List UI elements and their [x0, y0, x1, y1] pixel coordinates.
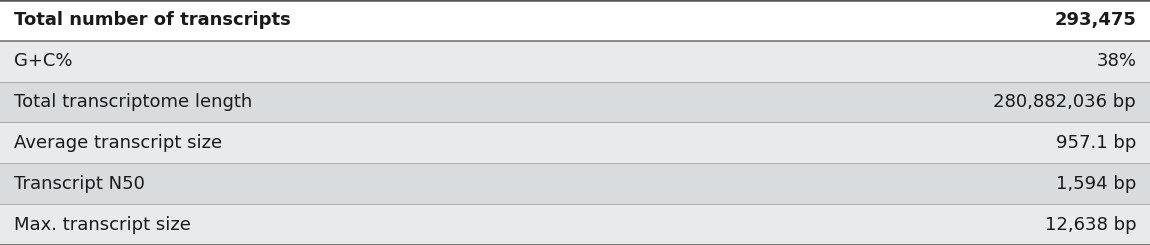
Text: 38%: 38%: [1096, 52, 1136, 70]
Text: 12,638 bp: 12,638 bp: [1044, 216, 1136, 233]
Text: Max. transcript size: Max. transcript size: [14, 216, 191, 233]
Text: Total number of transcripts: Total number of transcripts: [14, 12, 291, 29]
Text: Transcript N50: Transcript N50: [14, 175, 145, 193]
Text: Total transcriptome length: Total transcriptome length: [14, 93, 252, 111]
Text: 280,882,036 bp: 280,882,036 bp: [994, 93, 1136, 111]
Text: 957.1 bp: 957.1 bp: [1056, 134, 1136, 152]
Text: G+C%: G+C%: [14, 52, 72, 70]
Text: 293,475: 293,475: [1055, 12, 1136, 29]
Bar: [0, 0, 1150, 41]
Text: 1,594 bp: 1,594 bp: [1056, 175, 1136, 193]
Text: Average transcript size: Average transcript size: [14, 134, 222, 152]
Bar: [0, 163, 1150, 204]
Bar: [0, 122, 1150, 163]
Bar: [0, 204, 1150, 245]
Bar: [0, 41, 1150, 82]
Bar: [0, 82, 1150, 122]
